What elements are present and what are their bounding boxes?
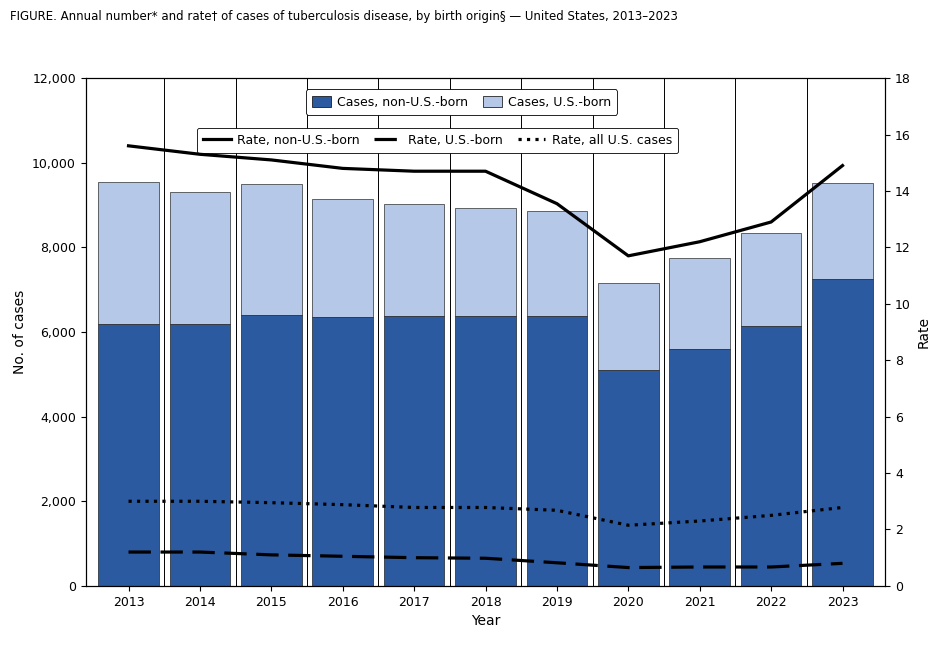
Rate, non-U.S.-born bbox=[123, 142, 134, 150]
Bar bbox=[526, 211, 587, 316]
Bar bbox=[741, 326, 802, 586]
Rate, all U.S. cases bbox=[837, 504, 848, 512]
Rate, non-U.S.-born bbox=[837, 161, 848, 169]
Bar bbox=[98, 182, 159, 324]
Line: Rate, U.S.-born: Rate, U.S.-born bbox=[129, 552, 843, 568]
Y-axis label: No. of cases: No. of cases bbox=[12, 290, 27, 374]
Rate, U.S.-born bbox=[694, 563, 705, 571]
Rate, non-U.S.-born bbox=[551, 200, 563, 208]
Rate, all U.S. cases bbox=[337, 501, 348, 508]
Bar bbox=[598, 283, 659, 370]
Rate, non-U.S.-born bbox=[694, 238, 705, 245]
Rate, non-U.S.-born bbox=[266, 156, 277, 164]
Legend: Rate, non-U.S.-born, Rate, U.S.-born, Rate, all U.S. cases: Rate, non-U.S.-born, Rate, U.S.-born, Ra… bbox=[197, 128, 678, 153]
Rate, U.S.-born bbox=[623, 564, 634, 572]
Bar bbox=[312, 199, 373, 317]
Bar bbox=[384, 316, 445, 586]
Rate, U.S.-born bbox=[337, 552, 348, 560]
Bar bbox=[241, 315, 302, 586]
Bar bbox=[598, 370, 659, 586]
Rate, all U.S. cases bbox=[694, 517, 705, 525]
Rate, non-U.S.-born bbox=[623, 252, 634, 260]
Text: FIGURE. Annual number* and rate† of cases of tuberculosis disease, by birth orig: FIGURE. Annual number* and rate† of case… bbox=[10, 10, 678, 23]
Rate, all U.S. cases bbox=[123, 497, 134, 505]
Rate, all U.S. cases bbox=[765, 512, 777, 519]
Rate, non-U.S.-born bbox=[765, 218, 777, 226]
Bar bbox=[669, 258, 730, 349]
Rate, all U.S. cases bbox=[551, 506, 563, 514]
Rate, non-U.S.-born bbox=[194, 150, 206, 158]
Bar bbox=[384, 204, 445, 316]
Rate, U.S.-born bbox=[408, 554, 420, 562]
Rate, non-U.S.-born bbox=[337, 165, 348, 173]
X-axis label: Year: Year bbox=[471, 614, 500, 628]
Rate, all U.S. cases bbox=[194, 497, 206, 505]
Bar bbox=[669, 349, 730, 586]
Rate, U.S.-born bbox=[765, 563, 777, 571]
Rate, U.S.-born bbox=[837, 559, 848, 567]
Rate, all U.S. cases bbox=[408, 504, 420, 512]
Rate, U.S.-born bbox=[194, 548, 206, 556]
Bar bbox=[169, 324, 230, 586]
Bar bbox=[241, 184, 302, 315]
Bar bbox=[312, 317, 373, 586]
Bar bbox=[169, 193, 230, 324]
Bar bbox=[455, 316, 516, 586]
Rate, all U.S. cases bbox=[266, 499, 277, 506]
Bar bbox=[741, 232, 802, 326]
Bar bbox=[526, 316, 587, 586]
Bar bbox=[98, 324, 159, 586]
Line: Rate, all U.S. cases: Rate, all U.S. cases bbox=[129, 501, 843, 525]
Rate, all U.S. cases bbox=[623, 521, 634, 529]
Rate, non-U.S.-born bbox=[408, 167, 420, 175]
Line: Rate, non-U.S.-born: Rate, non-U.S.-born bbox=[129, 146, 843, 256]
Rate, U.S.-born bbox=[266, 551, 277, 559]
Rate, all U.S. cases bbox=[480, 504, 491, 512]
Y-axis label: Rate: Rate bbox=[917, 316, 930, 348]
Rate, U.S.-born bbox=[123, 548, 134, 556]
Bar bbox=[455, 208, 516, 316]
Bar bbox=[812, 183, 873, 279]
Rate, U.S.-born bbox=[551, 559, 563, 566]
Rate, U.S.-born bbox=[480, 555, 491, 562]
Bar bbox=[812, 279, 873, 586]
Rate, non-U.S.-born bbox=[480, 167, 491, 175]
